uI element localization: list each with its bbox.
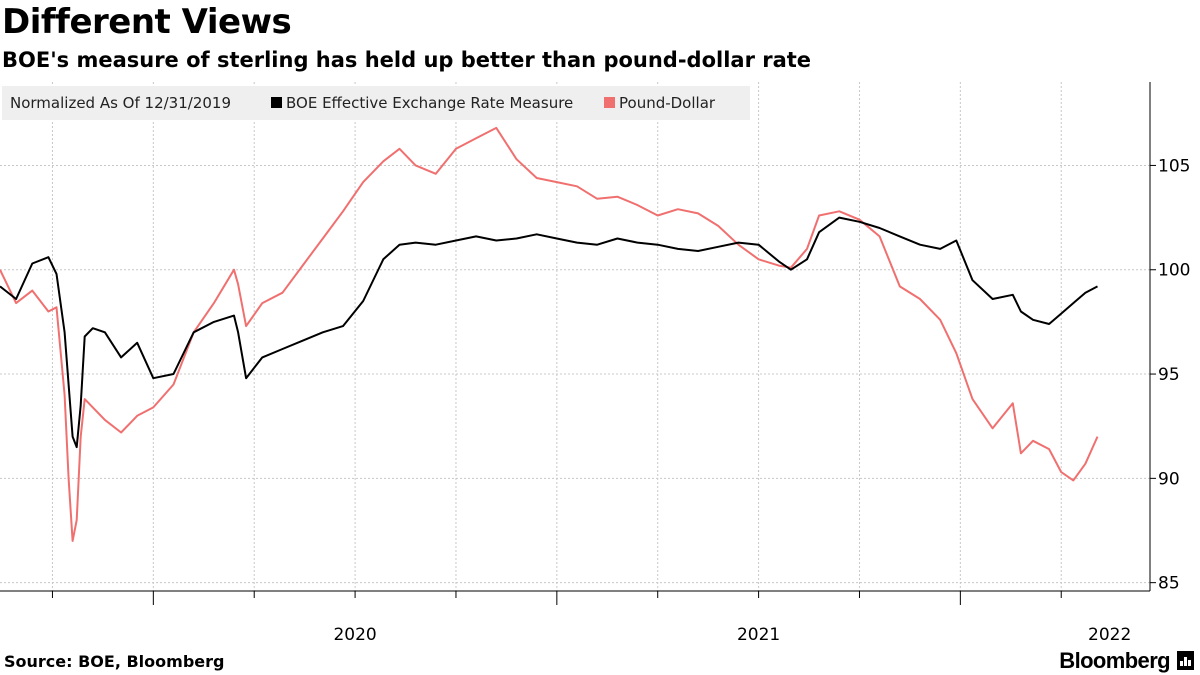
line-chart: Normalized As Of 12/31/2019 BOE Effectiv… — [0, 82, 1190, 640]
y-tick-label: 85 — [1158, 574, 1180, 594]
legend-boe-swatch — [271, 97, 282, 108]
y-tick-label: 95 — [1158, 365, 1180, 385]
legend: Normalized As Of 12/31/2019 BOE Effectiv… — [2, 86, 750, 120]
x-tick-label: 2021 — [737, 625, 780, 640]
legend-background — [2, 86, 750, 120]
y-tick-label: 90 — [1158, 469, 1180, 489]
chart-subtitle: BOE's measure of sterling has held up be… — [2, 48, 812, 72]
boe-series-line — [0, 216, 1098, 449]
pound-dollar-series-line — [0, 126, 1099, 542]
legend-pound-dollar-swatch — [604, 97, 615, 108]
x-tick-label: 2020 — [333, 625, 376, 640]
series-lines — [0, 126, 1099, 542]
source-note: Source: BOE, Bloomberg — [4, 652, 225, 671]
legend-boe-label: BOE Effective Exchange Rate Measure — [286, 94, 573, 112]
grid — [0, 82, 1150, 591]
bloomberg-logo: Bloomberg — [1059, 648, 1170, 673]
legend-normalized-note: Normalized As Of 12/31/2019 — [10, 94, 231, 112]
legend-pound-dollar-label: Pound-Dollar — [619, 94, 716, 112]
x-tick-label: 2022 — [1088, 625, 1131, 640]
chart-title: Different Views — [2, 2, 292, 42]
axes: 85 90 95 100 105 2020 2021 2022 — [0, 82, 1190, 640]
y-tick-label: 100 — [1158, 261, 1190, 281]
y-tick-label: 105 — [1158, 156, 1190, 176]
bloomberg-chart-icon — [1177, 651, 1194, 670]
